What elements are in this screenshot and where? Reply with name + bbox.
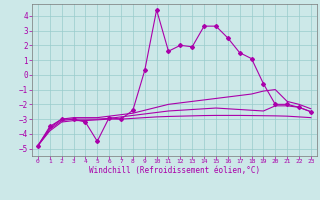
X-axis label: Windchill (Refroidissement éolien,°C): Windchill (Refroidissement éolien,°C) xyxy=(89,166,260,175)
